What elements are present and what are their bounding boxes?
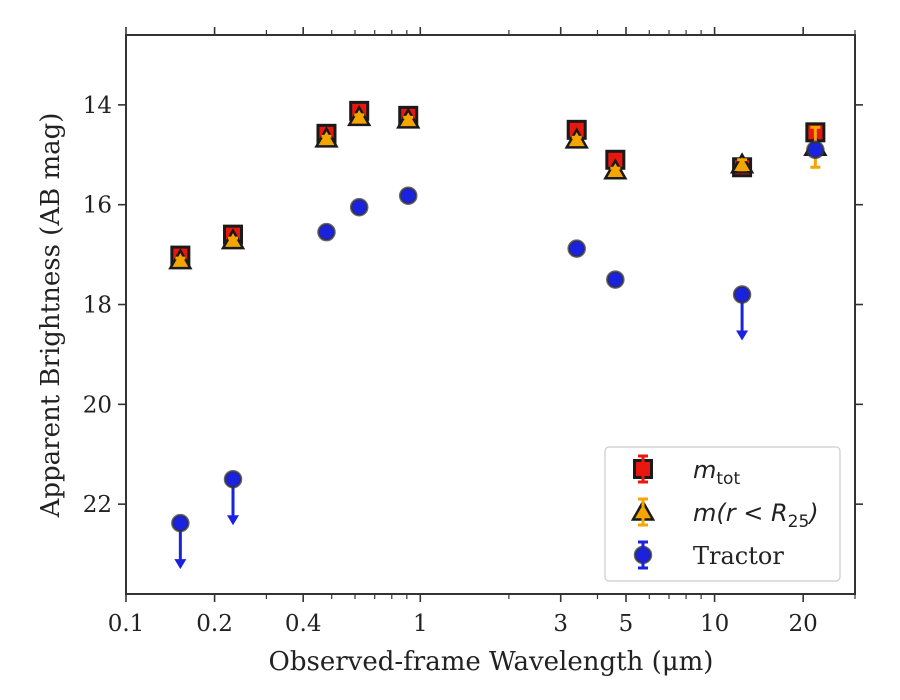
data-point bbox=[396, 107, 421, 129]
y-tick-label: 16 bbox=[83, 193, 112, 219]
axes-frame bbox=[125, 34, 856, 595]
x-axis-label: Observed-frame Wavelength (μm) bbox=[269, 647, 714, 677]
data-point bbox=[398, 186, 418, 205]
x-tick-label: 0.2 bbox=[196, 611, 233, 637]
data-point bbox=[806, 140, 825, 160]
x-tick-label: 20 bbox=[789, 611, 818, 637]
data-point bbox=[732, 285, 752, 341]
x-tick-label: 0.4 bbox=[285, 611, 322, 637]
series-triangle bbox=[168, 104, 828, 270]
x-tick-label: 5 bbox=[619, 611, 634, 637]
legend-box bbox=[604, 446, 841, 582]
legend-entry: m(r < R25) bbox=[630, 497, 819, 532]
data-point bbox=[567, 239, 586, 258]
x-tick-label: 1 bbox=[413, 611, 428, 637]
data-point bbox=[317, 222, 336, 242]
axes: 0.1 0.2 0.4 1 3 5 10 20 14 16 18 20 22 bbox=[83, 27, 863, 637]
upper-limit-arrow-head bbox=[227, 515, 240, 526]
data-point bbox=[564, 127, 589, 149]
plot-area bbox=[168, 100, 828, 570]
legend-label: Tractor bbox=[693, 542, 784, 570]
y-tick-label: 20 bbox=[83, 392, 112, 418]
series-square bbox=[170, 100, 826, 266]
legend-entry: mtot bbox=[633, 454, 740, 489]
data-point bbox=[223, 469, 243, 526]
data-point bbox=[168, 248, 193, 270]
y-tick-label: 22 bbox=[83, 492, 112, 518]
x-tick-label: 10 bbox=[700, 611, 729, 637]
data-point bbox=[729, 152, 755, 174]
data-point bbox=[349, 197, 369, 217]
upper-limit-arrow-head bbox=[174, 559, 187, 570]
data-point bbox=[606, 270, 625, 289]
y-tick-label: 14 bbox=[83, 93, 112, 119]
x-tick-label: 3 bbox=[553, 611, 568, 637]
data-point bbox=[314, 126, 339, 148]
legend-label: mtot bbox=[693, 456, 740, 489]
data-point bbox=[347, 104, 372, 127]
legend-entry: Tractor bbox=[633, 540, 784, 570]
upper-limit-arrow-head bbox=[736, 330, 749, 341]
y-tick-label: 18 bbox=[83, 293, 112, 319]
data-point bbox=[220, 228, 246, 250]
series-circle bbox=[171, 140, 825, 570]
legend-label: m(r < R25) bbox=[693, 499, 819, 532]
data-point bbox=[171, 513, 190, 570]
legend: mtot m(r < R25) Tractor bbox=[604, 446, 841, 582]
x-tick-label: 0.1 bbox=[108, 611, 145, 637]
data-point bbox=[603, 158, 628, 180]
y-axis-label: Apparent Brightness (AB mag) bbox=[36, 113, 66, 519]
